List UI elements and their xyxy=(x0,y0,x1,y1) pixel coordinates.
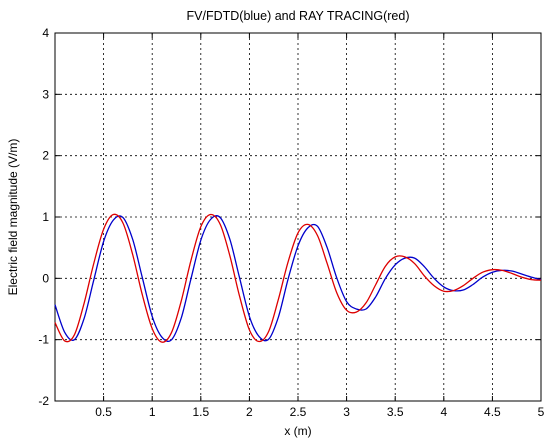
y-tick-label: 3 xyxy=(42,87,49,101)
series-line-red xyxy=(54,213,542,343)
y-axis-label: Electric field magnitude (V/m) xyxy=(6,139,20,296)
y-tick-label: -2 xyxy=(38,394,49,408)
axis-ticks xyxy=(55,32,542,402)
y-tick-label: -1 xyxy=(38,333,49,347)
x-tick-label: 1 xyxy=(149,405,156,419)
x-tick-label: 2 xyxy=(246,405,253,419)
grid-lines xyxy=(55,33,541,401)
y-tick-label: 2 xyxy=(42,149,49,163)
y-tick-labels: -2 -1 0 1 2 3 4 xyxy=(38,26,49,408)
y-tick-label: 1 xyxy=(42,210,49,224)
x-tick-label: 5 xyxy=(538,405,545,419)
y-tick-label: 0 xyxy=(42,271,49,285)
y-tick-label: 4 xyxy=(42,26,49,40)
x-tick-label: 3.5 xyxy=(387,405,404,419)
x-tick-label: 0.5 xyxy=(95,405,112,419)
x-tick-label: 4 xyxy=(440,405,447,419)
series-lines xyxy=(54,213,542,343)
x-tick-label: 1.5 xyxy=(192,405,209,419)
x-axis-label: x (m) xyxy=(284,424,311,438)
series-line-blue xyxy=(54,215,542,342)
chart-title: FV/FDTD(blue) and RAY TRACING(red) xyxy=(187,9,410,23)
x-tick-label: 3 xyxy=(343,405,350,419)
x-tick-label: 2.5 xyxy=(290,405,307,419)
x-tick-label: 4.5 xyxy=(484,405,501,419)
x-tick-labels: 0.5 1 1.5 2 2.5 3 3.5 4 4.5 5 xyxy=(95,405,544,419)
